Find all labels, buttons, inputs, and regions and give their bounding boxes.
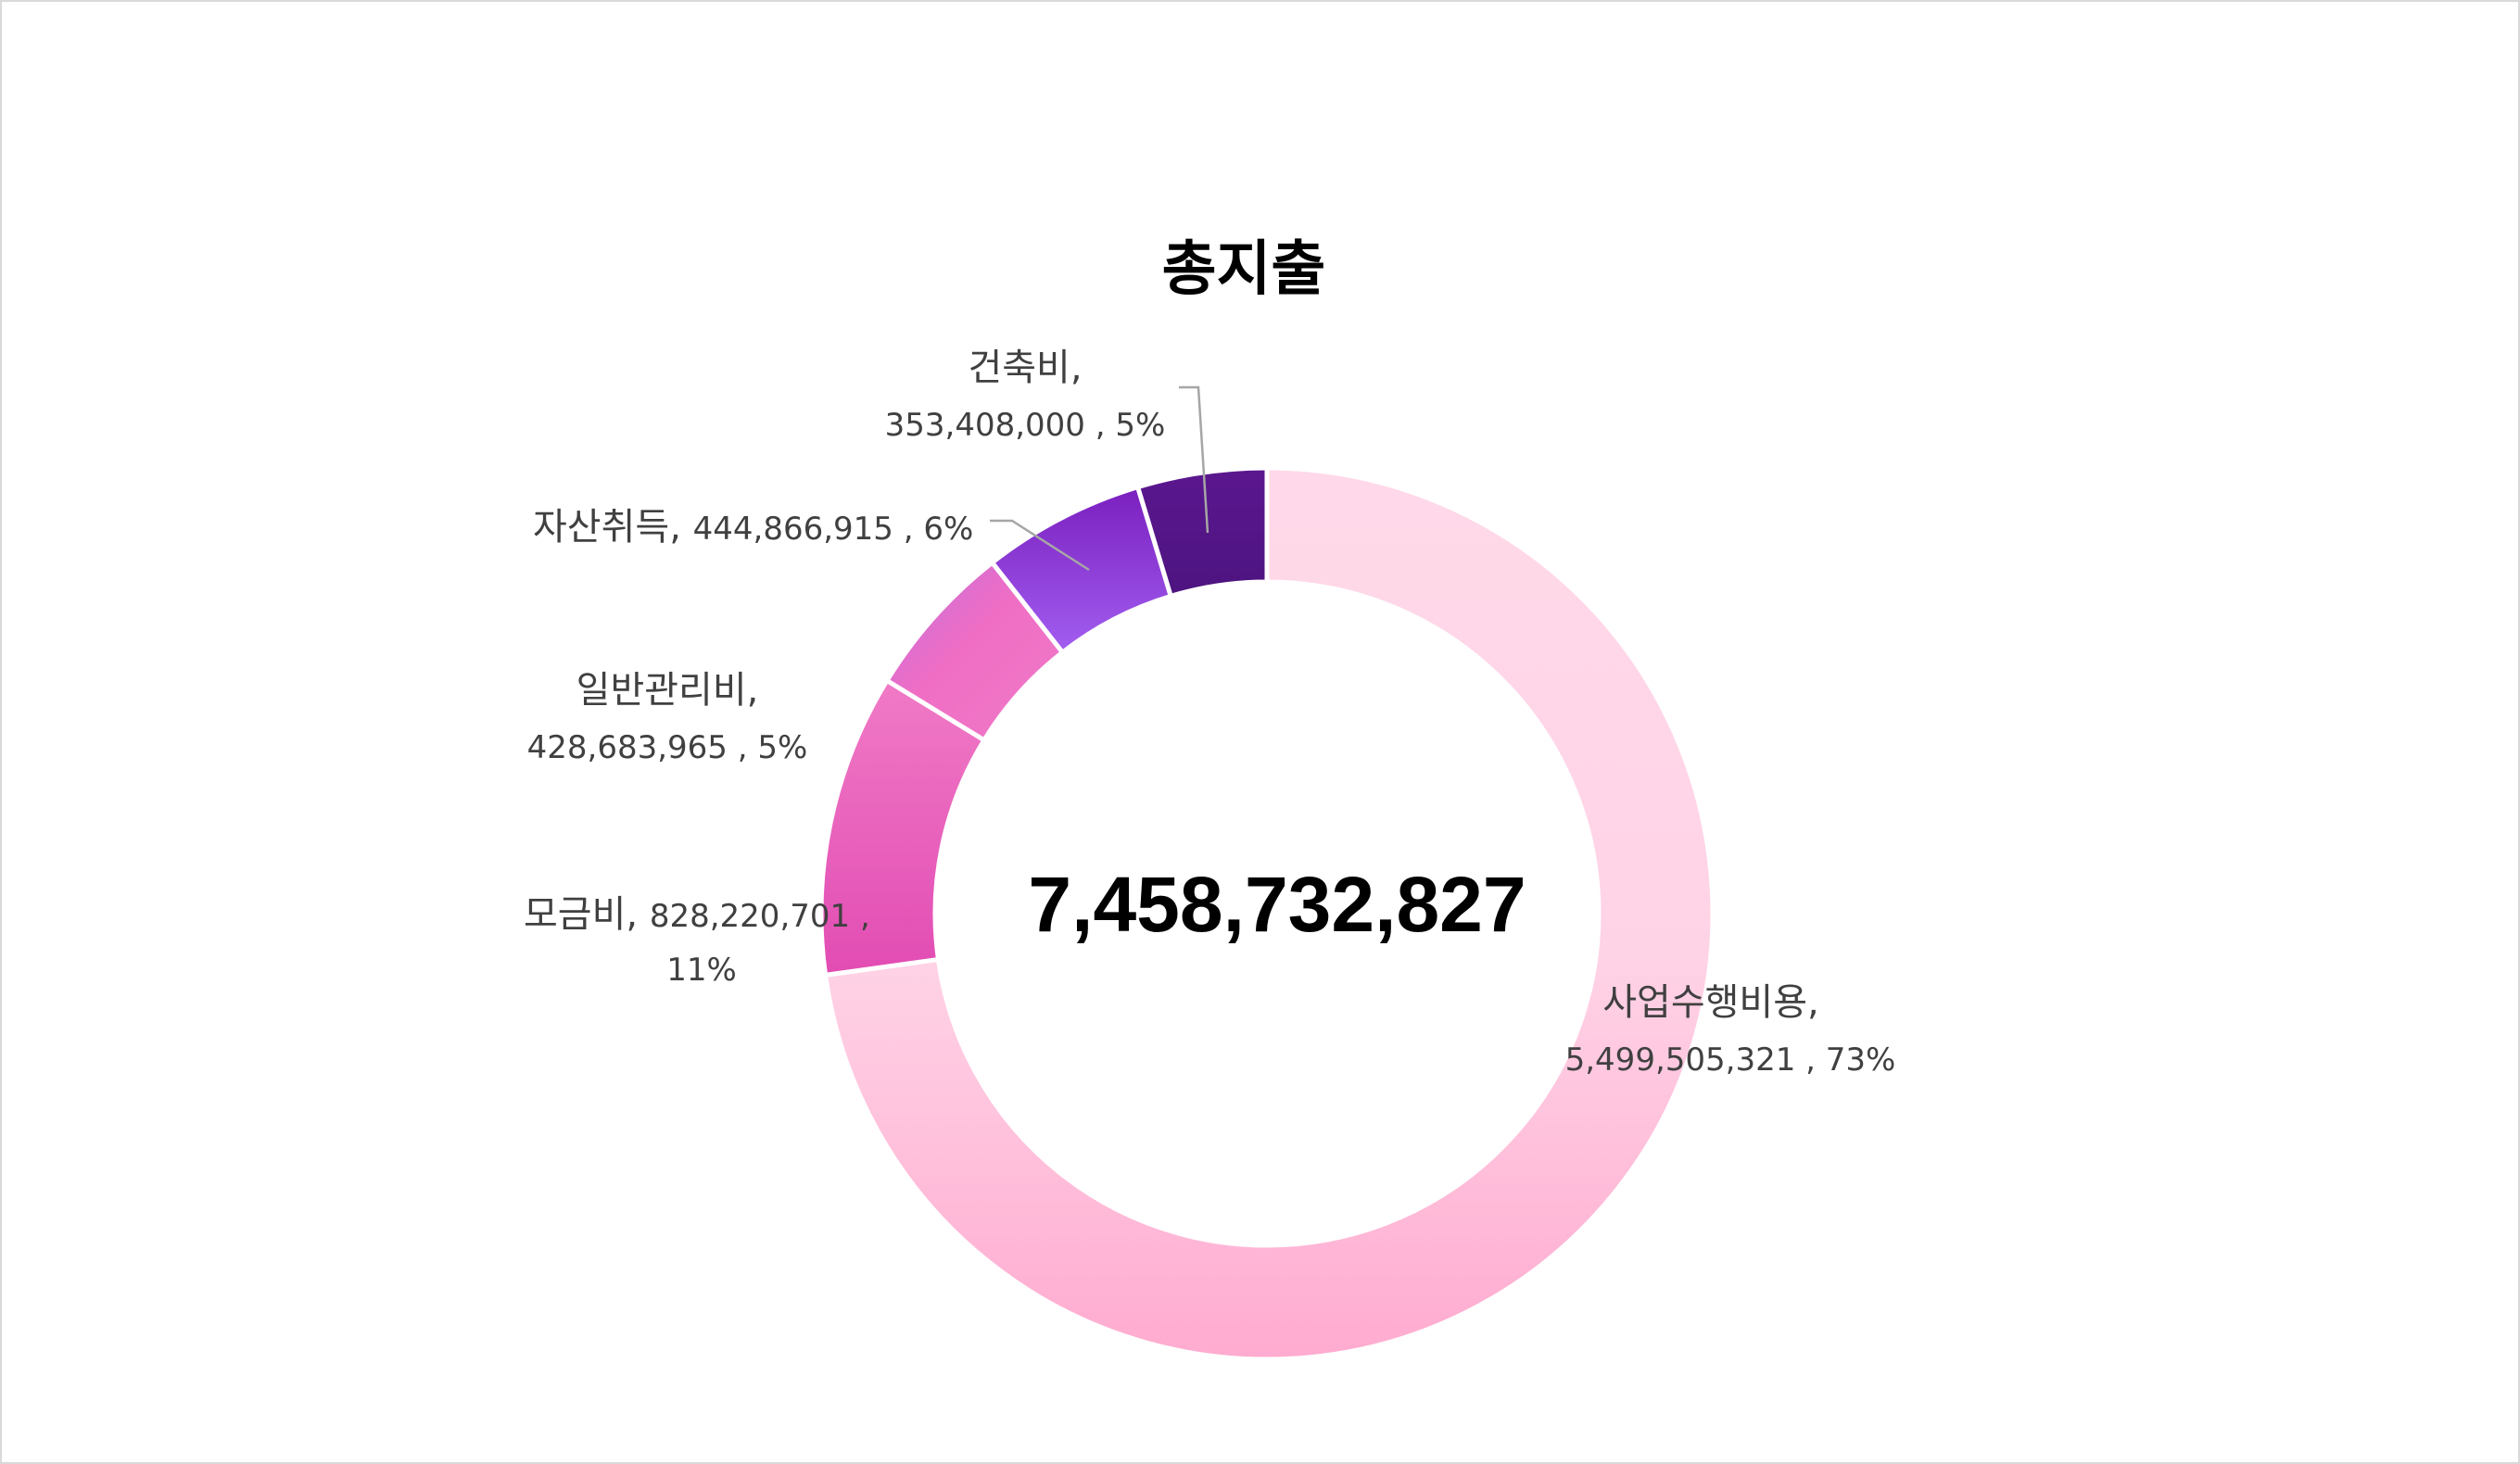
label-percent: 6% [923, 511, 973, 548]
leader-line [1179, 385, 1209, 534]
label-value: 828,220,701 [650, 898, 850, 935]
slice-geonchuk [1134, 465, 1270, 599]
svg-text:5,499,505,321 , 73%: 5,499,505,321 , 73% [1565, 1041, 1896, 1079]
label-percent: 5% [1115, 407, 1165, 444]
svg-text:353,408,000 , 5%: 353,408,000 , 5% [885, 407, 1166, 444]
center-total-label: 7,458,732,827 [1028, 861, 1526, 948]
data-label-jasan: 자산취득, 444,866,915 , 6% [533, 506, 1090, 572]
label-percent: 73% [1826, 1041, 1896, 1079]
svg-text:자산취득, 444,866,915 , 6%: 자산취득, 444,866,915 , 6% [533, 506, 973, 549]
label-value: 5,499,505,321 [1565, 1041, 1796, 1079]
label-name: 모금비 [524, 893, 626, 936]
svg-text:건축비,: 건축비, [968, 347, 1082, 389]
label-value: 428,683,965 [527, 729, 728, 766]
label-percent: 5% [757, 729, 807, 766]
leader-line [990, 519, 1090, 572]
label-name: 일반관리비 [576, 669, 747, 712]
chart-title: 총지출 [1162, 235, 1326, 304]
data-label-saeop: 사업수행비용, 5,499,505,321 , 73% [1565, 981, 1896, 1079]
label-name: 사업수행비용 [1602, 981, 1807, 1024]
label-value: 353,408,000 [885, 407, 1085, 444]
data-label-ilban: 일반관리비, 428,683,965 , 5% [527, 669, 808, 766]
svg-text:일반관리비,: 일반관리비, [576, 669, 759, 712]
svg-text:사업수행비용,: 사업수행비용, [1602, 981, 1819, 1024]
svg-text:11%: 11% [666, 952, 737, 989]
label-percent: 11% [666, 952, 737, 989]
svg-text:모금비, 828,220,701 ,: 모금비, 828,220,701 , [524, 893, 870, 936]
label-name: 건축비 [968, 347, 1070, 389]
slice-saeop [822, 465, 1716, 1362]
doughnut-slices [818, 465, 1716, 1362]
data-label-mogeum: 모금비, 828,220,701 , 11% [524, 893, 870, 989]
label-value: 444,866,915 [693, 511, 893, 548]
label-name: 자산취득 [533, 506, 669, 549]
svg-text:428,683,965 , 5%: 428,683,965 , 5% [527, 729, 808, 766]
data-label-geonchuk: 건축비, 353,408,000 , 5% [885, 347, 1209, 534]
